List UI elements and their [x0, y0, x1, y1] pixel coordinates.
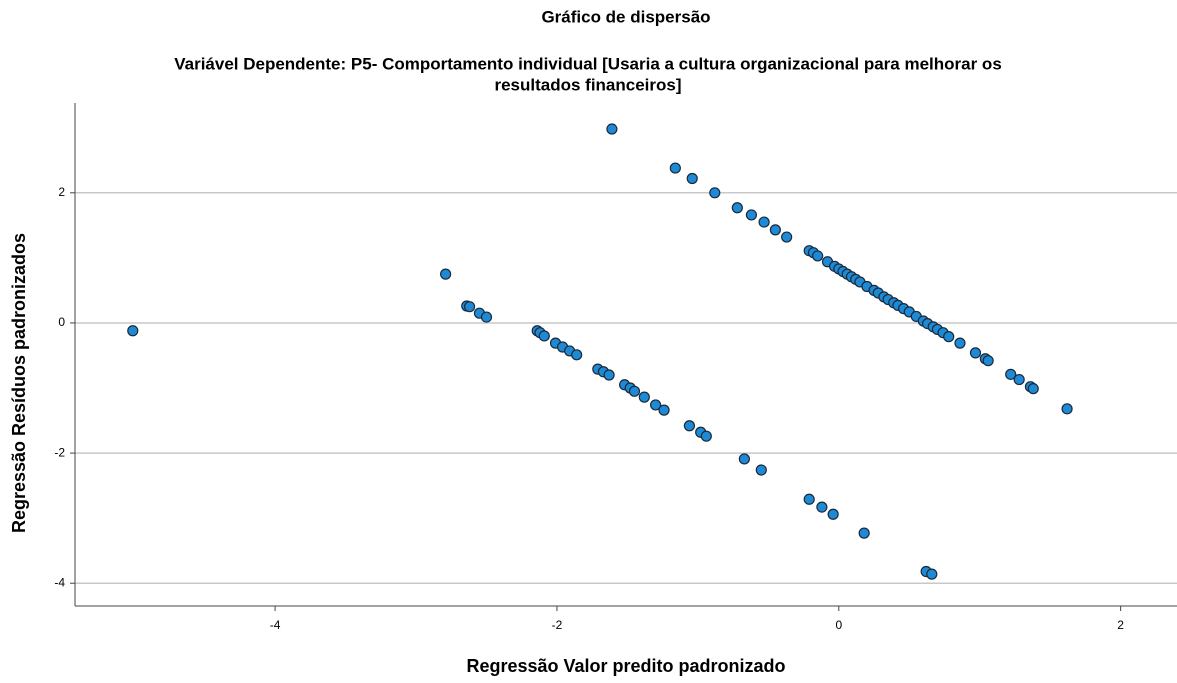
point	[858, 527, 870, 539]
point	[571, 349, 583, 361]
point	[758, 216, 770, 228]
point	[954, 337, 966, 349]
x-tick-label: -2	[552, 618, 563, 632]
point	[700, 430, 712, 442]
y-tick-label: 2	[58, 185, 65, 199]
point	[606, 123, 618, 135]
point	[816, 501, 828, 513]
x-tick-label: 0	[835, 618, 842, 632]
chart-subtitle: resultados financeiros]	[494, 75, 681, 94]
point	[731, 202, 743, 214]
y-axis-title: Regressão Resíduos padronizados	[9, 233, 29, 533]
point	[683, 420, 696, 432]
point	[1013, 373, 1025, 386]
point	[1061, 403, 1073, 415]
point	[1027, 383, 1039, 395]
point	[127, 325, 139, 337]
point	[649, 399, 662, 411]
point	[745, 209, 758, 221]
chart-subtitle: Variável Dependente: P5- Comportamento i…	[174, 54, 1002, 73]
point	[603, 369, 615, 381]
point	[686, 172, 698, 185]
point	[1005, 368, 1017, 380]
point	[538, 330, 550, 342]
point	[982, 355, 994, 367]
point	[628, 385, 641, 397]
y-tick-label: -2	[54, 445, 65, 459]
point	[943, 331, 955, 343]
point	[463, 301, 476, 313]
point	[709, 187, 721, 199]
point	[755, 464, 767, 476]
x-axis-title: Regressão Valor predito padronizado	[466, 656, 785, 676]
point	[440, 268, 452, 280]
point	[827, 508, 839, 520]
point	[669, 162, 681, 174]
x-tick-label: -4	[270, 618, 281, 632]
point	[769, 224, 781, 236]
point	[480, 311, 493, 323]
y-tick-label: -4	[54, 575, 65, 589]
chart-title: Gráfico de dispersão	[541, 7, 710, 26]
point	[803, 493, 815, 505]
point	[969, 347, 982, 359]
point	[812, 250, 824, 262]
point	[781, 231, 793, 243]
point	[658, 404, 670, 416]
point	[738, 453, 750, 465]
y-tick-label: 0	[58, 315, 65, 329]
x-tick-label: 2	[1117, 618, 1124, 632]
point	[926, 568, 938, 580]
point	[638, 391, 650, 403]
